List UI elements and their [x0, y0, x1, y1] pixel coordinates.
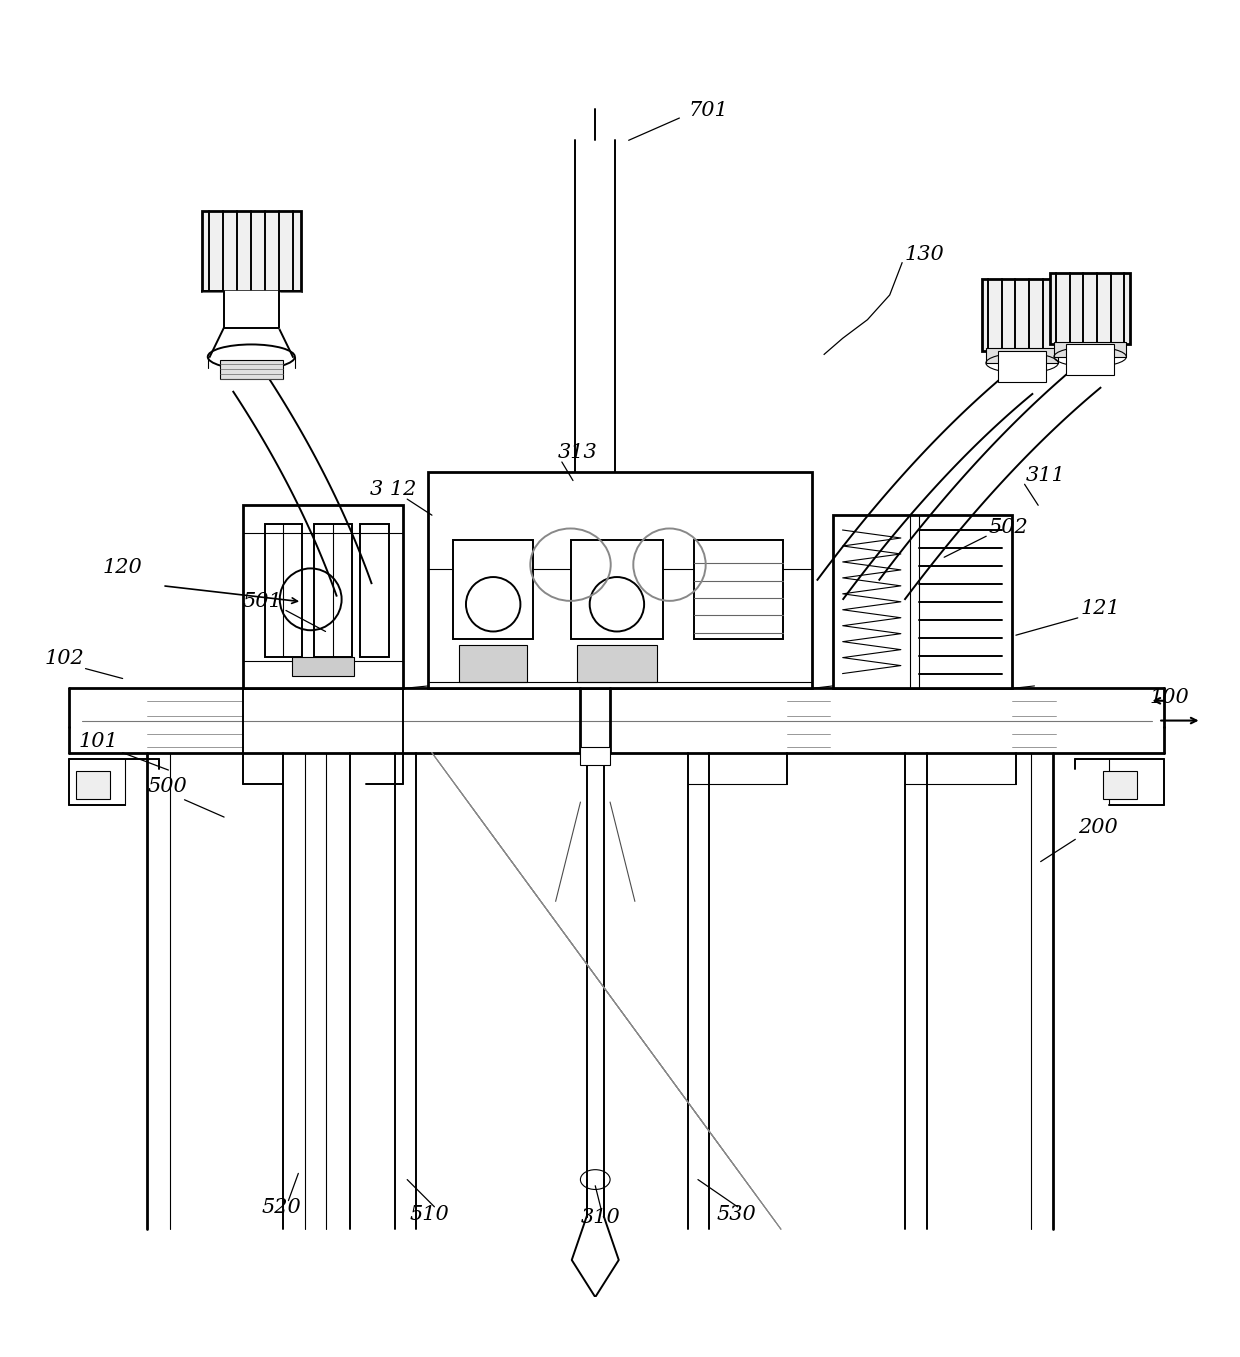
Bar — [1066, 345, 1115, 376]
Bar — [577, 645, 657, 683]
Text: 3 12: 3 12 — [370, 480, 417, 499]
Bar — [986, 349, 1058, 364]
Text: 502: 502 — [988, 517, 1028, 536]
Text: 520: 520 — [262, 1198, 301, 1217]
Bar — [1054, 342, 1126, 357]
Text: 501: 501 — [243, 592, 283, 611]
Text: 500: 500 — [148, 778, 187, 797]
Text: 310: 310 — [580, 1208, 620, 1227]
Text: 102: 102 — [45, 649, 84, 668]
Text: 101: 101 — [78, 731, 118, 750]
Bar — [570, 540, 663, 639]
Text: 701: 701 — [688, 100, 728, 119]
Bar — [265, 524, 303, 658]
Text: 510: 510 — [409, 1205, 449, 1224]
Bar — [580, 746, 610, 765]
Text: 100: 100 — [1149, 688, 1189, 707]
Bar — [202, 210, 301, 292]
Text: 311: 311 — [1025, 465, 1065, 484]
Bar — [453, 540, 533, 639]
Text: 200: 200 — [1078, 818, 1117, 837]
Bar — [360, 524, 388, 658]
Text: 120: 120 — [103, 558, 143, 577]
Bar — [982, 280, 1063, 350]
Polygon shape — [202, 292, 301, 328]
Text: 313: 313 — [558, 444, 598, 463]
Bar — [293, 658, 353, 676]
Bar — [459, 645, 527, 683]
Bar — [219, 360, 283, 379]
Bar — [833, 516, 1012, 688]
Bar — [428, 472, 812, 688]
Bar — [76, 771, 110, 798]
Bar — [1050, 273, 1131, 345]
Text: 130: 130 — [904, 246, 945, 265]
Bar — [243, 505, 403, 688]
Bar — [998, 350, 1047, 381]
Bar — [694, 540, 784, 639]
Text: 121: 121 — [1080, 600, 1120, 619]
Bar — [315, 524, 351, 658]
Text: 530: 530 — [717, 1205, 756, 1224]
Bar — [1102, 771, 1137, 798]
